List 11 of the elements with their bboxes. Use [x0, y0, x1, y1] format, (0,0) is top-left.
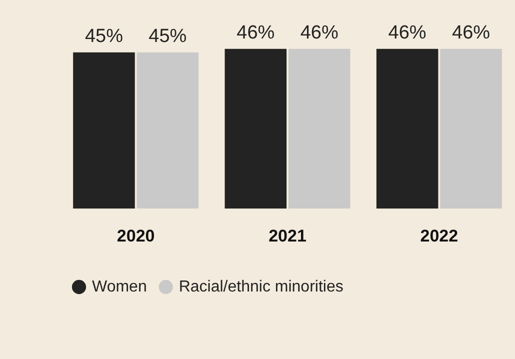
x-tick-label: 2020 [116, 226, 155, 246]
data-label: 46% [388, 22, 426, 44]
x-tick-label: 2021 [268, 226, 306, 246]
legend-label: Women [92, 278, 147, 296]
legend-label: Racial/ethnic minorities [178, 278, 344, 296]
data-label: 46% [236, 22, 275, 44]
data-label: 46% [300, 22, 338, 44]
data-label: 45% [84, 26, 124, 48]
x-tick-label: 2022 [420, 226, 458, 246]
data-label: 45% [148, 26, 187, 48]
data-label: 46% [452, 22, 490, 44]
